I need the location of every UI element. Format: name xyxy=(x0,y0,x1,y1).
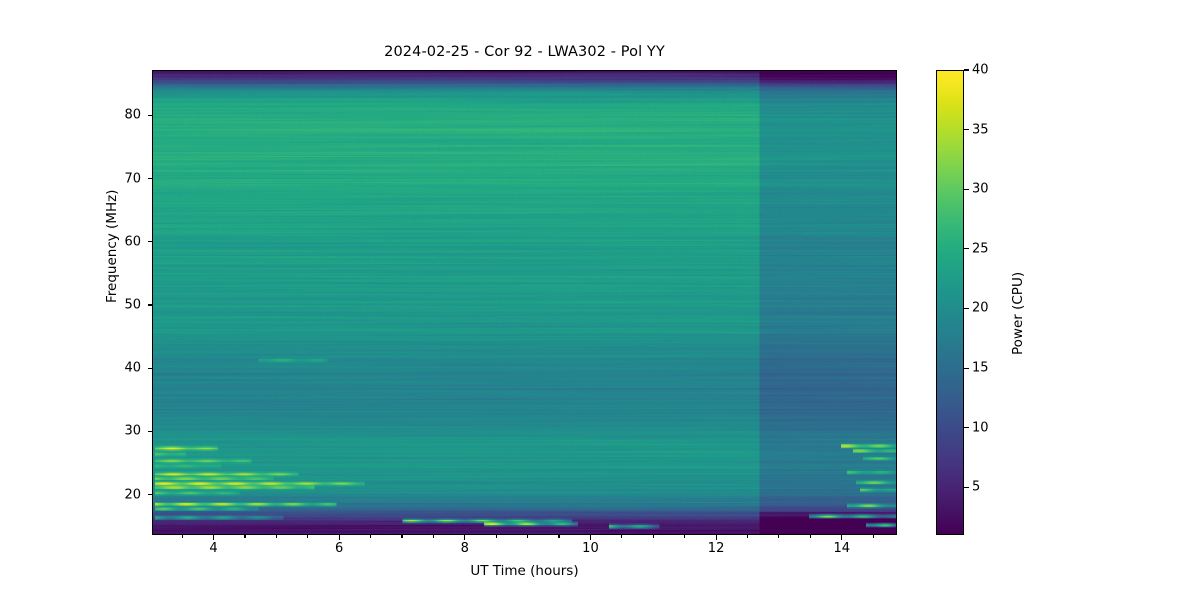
colorbar-tick-label: 5 xyxy=(972,479,981,495)
x-axis-tick xyxy=(338,535,340,540)
x-axis-minor-tick xyxy=(746,535,749,538)
y-axis-tick xyxy=(147,367,152,369)
y-axis-tick-label: 20 xyxy=(124,487,141,503)
colorbar-label: Power (CPU) xyxy=(1010,271,1026,355)
y-axis-tick xyxy=(147,430,152,432)
x-axis-minor-tick xyxy=(432,535,434,538)
colorbar-tick-label: 10 xyxy=(972,420,989,436)
y-axis-tick-label: 50 xyxy=(124,297,141,313)
x-axis-tick xyxy=(589,535,591,540)
x-axis-minor-tick xyxy=(244,535,246,538)
y-axis-tick xyxy=(147,114,152,117)
colorbar-tick-label: 35 xyxy=(972,122,989,138)
x-axis-tick xyxy=(841,535,843,540)
x-axis-minor-tick xyxy=(621,535,623,538)
colorbar-tick-label: 30 xyxy=(972,181,989,197)
x-axis-tick-label: 6 xyxy=(335,541,344,556)
x-axis-minor-tick xyxy=(558,535,560,538)
x-axis-tick-label: 8 xyxy=(460,541,469,556)
colorbar-tick xyxy=(964,367,969,369)
colorbar-tick-label: 15 xyxy=(972,360,989,376)
x-axis-minor-tick xyxy=(809,535,811,538)
page-title: 2024-02-25 - Cor 92 - LWA302 - Pol YY xyxy=(384,44,665,60)
y-axis-tick-label: 70 xyxy=(124,171,141,187)
x-axis-tick-label: 4 xyxy=(209,541,218,556)
x-axis-minor-tick xyxy=(527,535,529,538)
y-axis-label: Frequency (MHz) xyxy=(104,189,120,303)
x-axis-minor-tick xyxy=(370,535,372,538)
y-axis-tick xyxy=(147,241,152,243)
colorbar-gradient xyxy=(937,71,963,534)
x-axis-minor-tick xyxy=(275,535,277,538)
x-axis-tick-label: 12 xyxy=(707,541,725,556)
colorbar-tick xyxy=(964,427,969,429)
spectrogram-axes xyxy=(152,70,897,535)
y-axis-tick-label: 30 xyxy=(124,423,141,439)
y-axis-tick-label: 80 xyxy=(124,107,141,123)
x-axis-minor-tick xyxy=(684,535,686,538)
x-axis-minor-tick xyxy=(652,535,654,538)
x-axis-tick-label: 10 xyxy=(582,541,599,556)
x-axis-minor-tick xyxy=(401,535,403,538)
x-axis-tick xyxy=(213,535,215,540)
x-axis-label: UT Time (hours) xyxy=(470,563,579,579)
colorbar-tick xyxy=(964,188,969,190)
y-axis-tick xyxy=(147,494,152,496)
spectrogram-canvas xyxy=(153,71,896,534)
y-axis-tick-label: 40 xyxy=(124,360,141,376)
x-axis-minor-tick xyxy=(181,535,183,538)
x-axis-tick xyxy=(715,535,717,540)
colorbar-tick xyxy=(964,129,969,131)
colorbar-tick-label: 40 xyxy=(972,62,989,78)
x-axis-minor-tick xyxy=(495,535,497,538)
colorbar xyxy=(936,70,964,535)
colorbar-tick xyxy=(964,248,969,250)
colorbar-tick-label: 20 xyxy=(972,300,989,316)
colorbar-tick-label: 25 xyxy=(972,241,989,257)
x-axis-minor-tick xyxy=(778,535,780,538)
y-axis-tick xyxy=(147,178,152,180)
spectrogram-image xyxy=(153,71,896,534)
x-axis-tick-label: 14 xyxy=(833,541,850,556)
y-axis-tick xyxy=(147,304,152,306)
colorbar-tick xyxy=(964,307,969,309)
x-axis-minor-tick xyxy=(307,535,309,538)
colorbar-tick xyxy=(964,69,969,71)
x-axis-tick xyxy=(464,535,466,540)
y-axis-tick-label: 60 xyxy=(124,234,141,250)
colorbar-tick xyxy=(964,486,969,488)
x-axis-minor-tick xyxy=(872,535,874,538)
